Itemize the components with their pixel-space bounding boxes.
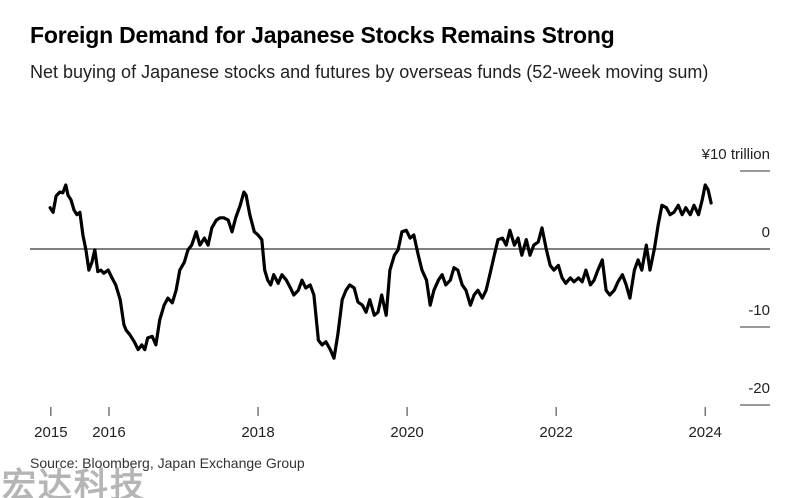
y-tick-label: 0 — [762, 224, 770, 241]
data-line — [48, 183, 713, 360]
x-tick-label: 2022 — [539, 424, 572, 441]
y-tick-label: -10 — [748, 302, 770, 319]
x-tick-label: 2024 — [688, 424, 721, 441]
source-note: Source: Bloomberg, Japan Exchange Group — [30, 455, 305, 471]
y-tick-label: ¥10 trillion — [701, 146, 770, 163]
x-tick-label: 2020 — [390, 424, 423, 441]
chart-title: Foreign Demand for Japanese Stocks Remai… — [30, 22, 615, 48]
watermark: 宏达科技 — [2, 467, 146, 498]
x-tick-label: 2018 — [241, 424, 274, 441]
x-tick-label: 2016 — [92, 424, 125, 441]
x-tick-label: 2015 — [34, 424, 67, 441]
y-tick-label: -20 — [748, 380, 770, 397]
chart-subtitle: Net buying of Japanese stocks and future… — [30, 62, 709, 82]
